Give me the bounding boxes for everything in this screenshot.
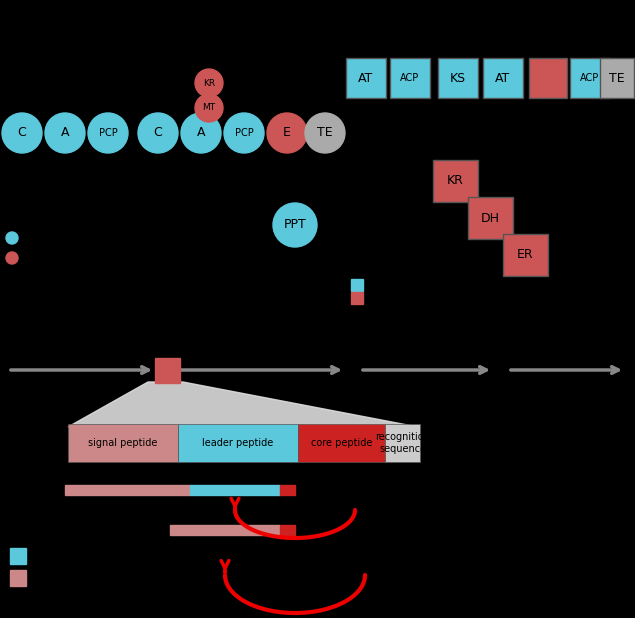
Text: E: E (283, 127, 291, 140)
Circle shape (6, 252, 18, 264)
Text: PPT: PPT (284, 219, 306, 232)
Text: MT: MT (203, 103, 215, 112)
Circle shape (45, 113, 85, 153)
Circle shape (6, 232, 18, 244)
Circle shape (195, 94, 223, 122)
Text: C: C (18, 127, 27, 140)
Text: core peptide: core peptide (311, 438, 372, 448)
Text: ACP: ACP (580, 73, 599, 83)
Text: ACP: ACP (401, 73, 420, 83)
Text: leader peptide: leader peptide (203, 438, 274, 448)
Text: AT: AT (358, 72, 373, 85)
Text: A: A (61, 127, 69, 140)
Text: recognition
sequence: recognition sequence (375, 432, 430, 454)
Bar (155, 358, 180, 383)
Text: KR: KR (203, 78, 215, 88)
Bar (68, 424, 178, 462)
Circle shape (305, 113, 345, 153)
Circle shape (138, 113, 178, 153)
Text: TE: TE (318, 127, 333, 140)
Bar (280, 525, 295, 535)
Bar (351, 279, 363, 291)
Bar (502, 234, 547, 276)
Text: DH: DH (481, 211, 500, 224)
Bar (467, 197, 512, 239)
Text: KR: KR (446, 174, 464, 187)
Bar (529, 58, 567, 98)
Text: C: C (154, 127, 163, 140)
Circle shape (273, 203, 317, 247)
Text: ER: ER (517, 248, 533, 261)
Bar (483, 58, 523, 98)
Bar (298, 424, 385, 462)
Bar (432, 160, 478, 202)
Text: AT: AT (495, 72, 511, 85)
Bar (438, 58, 478, 98)
Bar (65, 485, 190, 495)
Bar (600, 58, 634, 98)
Text: A: A (197, 127, 205, 140)
Text: PCP: PCP (98, 128, 117, 138)
Text: PCP: PCP (234, 128, 253, 138)
Bar (190, 485, 280, 495)
Circle shape (267, 113, 307, 153)
Circle shape (2, 113, 42, 153)
Circle shape (181, 113, 221, 153)
Circle shape (195, 69, 223, 97)
Polygon shape (68, 382, 418, 427)
Circle shape (88, 113, 128, 153)
Bar (351, 292, 363, 304)
Bar (385, 424, 420, 462)
Bar (10, 570, 26, 586)
Bar (178, 424, 298, 462)
Bar (390, 58, 430, 98)
Bar (10, 548, 26, 564)
Circle shape (224, 113, 264, 153)
Text: signal peptide: signal peptide (88, 438, 157, 448)
Bar (280, 485, 295, 495)
Bar (570, 58, 610, 98)
Bar (170, 525, 280, 535)
Text: TE: TE (609, 72, 625, 85)
Bar (346, 58, 386, 98)
Text: KS: KS (450, 72, 466, 85)
